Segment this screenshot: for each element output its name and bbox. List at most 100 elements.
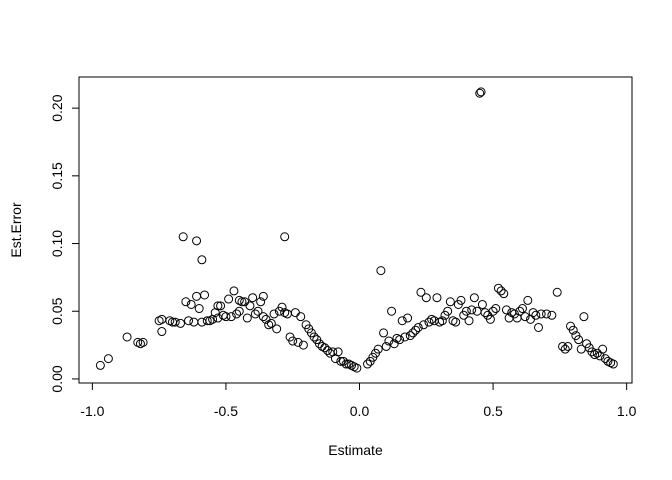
data-point [568, 325, 578, 335]
data-point [608, 359, 618, 369]
data-point [157, 314, 167, 324]
x-tick-label: 0.5 [483, 403, 503, 419]
data-point [338, 356, 348, 366]
data-point [336, 356, 346, 366]
data-point [293, 337, 303, 347]
x-axis-title: Estimate [328, 442, 383, 458]
data-point [178, 232, 188, 242]
data-point [552, 287, 562, 297]
data-point [397, 316, 407, 326]
plot-box [78, 76, 633, 384]
data-point [363, 359, 373, 369]
data-point [461, 306, 471, 316]
data-point [256, 297, 266, 307]
data-point [309, 332, 319, 342]
data-point [320, 343, 330, 353]
data-point [464, 316, 474, 326]
data-point [322, 346, 332, 356]
data-point [485, 314, 495, 324]
data-point [574, 335, 584, 345]
data-point [456, 295, 466, 305]
y-axis-title: Est.Error [8, 202, 24, 258]
data-point [103, 354, 113, 364]
points-layer [95, 87, 618, 373]
data-point [221, 312, 231, 322]
data-point [258, 312, 268, 322]
data-point [413, 322, 423, 332]
data-point [269, 309, 279, 319]
data-point [437, 316, 447, 326]
x-tick-label: 1.0 [617, 403, 637, 419]
data-point [298, 340, 308, 350]
data-point [184, 316, 194, 326]
data-point [226, 312, 236, 322]
data-point [472, 306, 482, 316]
data-point [189, 317, 199, 327]
data-point [333, 347, 343, 357]
data-point [200, 290, 210, 300]
data-point [290, 308, 300, 318]
plot-frame [78, 76, 633, 384]
data-point [373, 344, 383, 354]
data-point [197, 255, 207, 265]
data-point [170, 317, 180, 327]
data-point [547, 310, 557, 320]
y-tick-label: 0.00 [49, 365, 65, 392]
data-point [181, 297, 191, 307]
data-point [216, 301, 226, 311]
data-point [258, 291, 268, 301]
data-point [280, 232, 290, 242]
data-point [475, 88, 485, 98]
data-point [424, 317, 434, 327]
data-point [400, 332, 410, 342]
data-point [432, 293, 442, 303]
y-tick-label: 0.10 [49, 230, 65, 257]
data-point [387, 306, 397, 316]
data-point [341, 359, 351, 369]
x-axis: -1.0 -0.5 0.0 0.5 1.0 [80, 383, 637, 419]
data-point [234, 306, 244, 316]
data-point [469, 293, 479, 303]
data-point [277, 302, 287, 312]
data-point [443, 306, 453, 316]
data-point [250, 309, 260, 319]
data-point [229, 286, 239, 296]
data-point [272, 324, 282, 334]
data-point [558, 341, 568, 351]
data-point [192, 236, 202, 246]
data-point [499, 289, 509, 299]
data-point [237, 297, 247, 307]
data-point [253, 306, 263, 316]
data-point [282, 309, 292, 319]
data-point [213, 301, 223, 311]
data-point [194, 304, 204, 314]
data-point [384, 336, 394, 346]
y-tick-label: 0.20 [49, 94, 65, 121]
data-point [563, 341, 573, 351]
data-point [176, 318, 186, 328]
data-point [395, 335, 405, 345]
data-point [403, 313, 413, 323]
data-point [491, 304, 501, 314]
data-point [288, 336, 298, 346]
data-point [536, 309, 546, 319]
data-point [135, 339, 145, 349]
data-point [542, 309, 552, 319]
data-point [587, 347, 597, 357]
data-point [376, 266, 386, 276]
data-point [488, 306, 498, 316]
data-point [192, 291, 202, 301]
data-point [419, 320, 429, 330]
data-point [445, 297, 455, 307]
data-point [242, 313, 252, 323]
data-point [515, 306, 525, 316]
data-point [579, 312, 589, 322]
data-point [496, 286, 506, 296]
data-point [224, 294, 234, 304]
y-tick-label: 0.05 [49, 297, 65, 324]
data-point [381, 341, 391, 351]
x-tick-label: -1.0 [80, 403, 104, 419]
data-point [157, 327, 167, 337]
data-point [405, 331, 415, 341]
